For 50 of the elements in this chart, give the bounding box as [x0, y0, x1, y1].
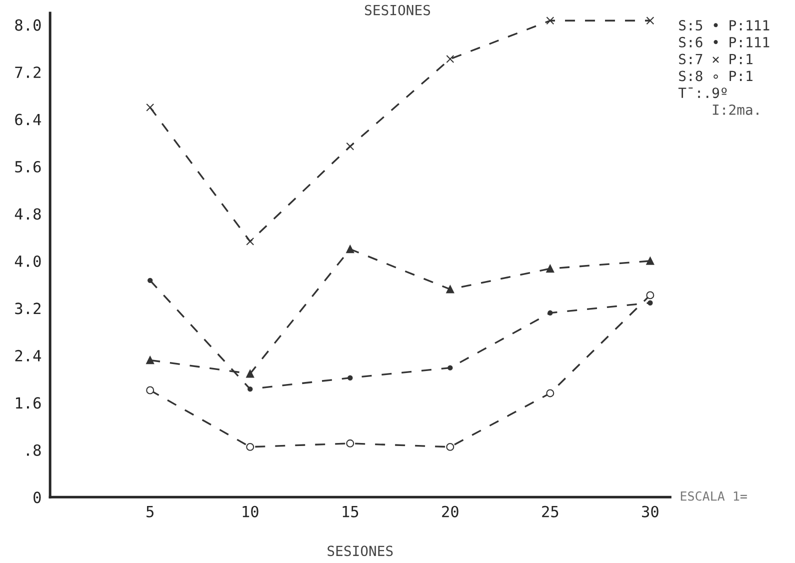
y-tick-label: 0 — [34, 492, 41, 504]
point — [446, 442, 454, 451]
x-tick-label: 25 — [542, 506, 558, 518]
point — [346, 245, 354, 254]
y-tick-label: 3.2 — [15, 302, 40, 314]
text: T̄:.9º — [678, 88, 727, 98]
point — [148, 278, 153, 284]
point — [448, 365, 453, 370]
text: S:7 × P:1 — [679, 54, 752, 64]
point — [246, 442, 254, 451]
point — [646, 291, 654, 300]
point — [548, 310, 553, 316]
y-tick-label: 4.8 — [14, 208, 41, 220]
point — [546, 16, 554, 25]
point — [146, 356, 154, 364]
point — [346, 439, 354, 448]
y-tick-label: 7.2 — [15, 66, 40, 78]
x-axis-title: SESIONES — [328, 546, 393, 556]
point — [146, 386, 154, 394]
y-tick-label: 6.4 — [15, 114, 42, 126]
y-tick-label: 4.0 — [14, 255, 41, 268]
point — [546, 264, 554, 273]
point — [246, 237, 254, 246]
y-tick-label: 5.6 — [15, 160, 41, 173]
text: S:6 • P:111 — [679, 36, 770, 48]
point — [246, 370, 254, 378]
point — [346, 142, 354, 150]
x-tick-label: 15 — [342, 506, 358, 518]
text: I:2ma. — [712, 104, 758, 115]
text: S:8 ∘ P:1 — [679, 70, 752, 82]
text: S:5 • P:111 — [679, 20, 770, 31]
y-tick-label: 2.4 — [15, 350, 42, 362]
y-tick-label: 1.6 — [16, 397, 41, 409]
y-tick-label: .8 — [27, 444, 41, 456]
point — [546, 389, 554, 398]
point — [348, 375, 353, 380]
point — [646, 256, 654, 265]
point — [648, 300, 653, 306]
point — [146, 103, 154, 112]
text: ESCALA 1= — [680, 491, 747, 501]
point — [248, 386, 253, 392]
x-tick-label: 20 — [442, 506, 458, 518]
y-tick-label: 8.0 — [15, 19, 41, 31]
x-tick-label: 5 — [146, 506, 154, 518]
chart-title: SESIONES — [364, 4, 430, 16]
x-tick-label: 30 — [642, 506, 658, 518]
point — [446, 285, 454, 294]
point — [446, 55, 454, 63]
point — [646, 16, 654, 25]
x-tick-label: 10 — [242, 506, 258, 518]
